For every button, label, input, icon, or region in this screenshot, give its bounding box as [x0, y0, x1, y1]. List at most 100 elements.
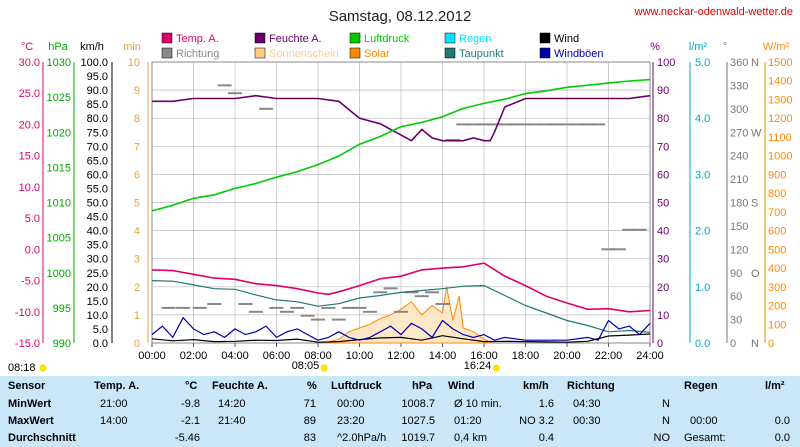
series-direction-point: [269, 306, 284, 309]
series-direction-point: [611, 248, 626, 251]
stats-row-min: MinWert 21:00 -9.8 14:20 71 00:00 1008.7…: [0, 396, 800, 412]
y-tick-compass: W: [751, 127, 762, 139]
series-wind: [151, 333, 651, 343]
axis-unit-solar: W/m²: [763, 41, 790, 53]
sunrise-time: 08:18: [8, 362, 36, 374]
y-tick-solar: 1500: [768, 57, 792, 69]
y-tick-pressure: 1010: [47, 198, 71, 210]
series-direction-point: [192, 306, 207, 309]
x-tick-label: 08:00: [304, 350, 332, 362]
stats-header-dir: Richtung: [567, 380, 615, 392]
x-tick-label: 22:00: [595, 350, 623, 362]
y-tick-wind: 55.0: [87, 183, 108, 195]
y-tick-solar: 500: [768, 244, 786, 256]
series-direction-point: [497, 123, 512, 126]
legend-swatch-wind: [539, 32, 551, 44]
series-direction-point: [632, 228, 647, 231]
series-layer: [151, 78, 651, 344]
y-tick-rain: 2.0: [695, 226, 710, 238]
stats-press-time: 23:20: [337, 415, 365, 427]
sunset-icon: [492, 364, 500, 372]
legend-label-gust: Windböen: [554, 48, 604, 60]
legend-swatch-dewpoint: [444, 47, 456, 59]
y-tick-wind: 15.0: [87, 296, 108, 308]
series-direction-point: [207, 303, 222, 305]
legend-label-temp: Temp. A.: [176, 33, 219, 45]
y-tick-humidity: 40: [657, 226, 669, 238]
y-axes: 30.025.020.015.010.05.00.0-5.0-10.0-15.0…: [15, 57, 793, 350]
y-tick-wind: 75.0: [87, 127, 108, 139]
series-direction-point: [414, 295, 429, 298]
sunset-time: 16:24: [464, 360, 492, 372]
legend-label-direction: Richtung: [176, 48, 219, 60]
y-tick-wind: 65.0: [87, 155, 108, 167]
series-direction-point: [394, 310, 408, 313]
y-tick-sunshine: 7: [134, 141, 140, 153]
series-direction-point: [425, 291, 440, 294]
y-tick-solar: 1400: [768, 76, 792, 88]
legend-swatch-rain: [444, 32, 456, 44]
y-tick-sunshine: 2: [134, 282, 140, 294]
sunrise-icon: [39, 364, 47, 372]
axis-unit-labels: °C hPa km/h min% l/m² ° W/m²: [21, 41, 790, 53]
stats-temp-time: 14:00: [100, 415, 128, 427]
stats-wind-time: 0,4 km: [454, 432, 488, 444]
y-tick-sunshine: 5: [134, 198, 140, 210]
legend-swatch-humidity: [254, 32, 266, 44]
stats-press-val: 1008.7: [401, 398, 435, 410]
series-direction-point: [591, 123, 606, 126]
y-tick-temp: -5.0: [21, 276, 40, 288]
axis-unit-humidity: %: [650, 41, 660, 53]
y-tick-sunshine: 4: [134, 226, 140, 238]
y-tick-temp: 25.0: [19, 88, 40, 100]
stats-row-label: Durchschnitt: [8, 432, 76, 444]
stats-rain-val: 0.0: [774, 432, 790, 444]
y-tick-temp: -15.0: [15, 338, 40, 350]
stats-wind-val: 0.4: [538, 432, 554, 444]
y-tick-wind: 25.0: [87, 268, 108, 280]
y-tick-rain: 4.0: [695, 113, 710, 125]
stats-temp-val: -2.1: [181, 415, 200, 427]
series-direction-point: [487, 123, 502, 126]
y-tick-solar: 800: [768, 188, 786, 200]
y-tick-humidity: 50: [657, 198, 669, 210]
x-tick-label: 12:00: [387, 350, 415, 362]
stats-rain-time: 00:00: [690, 415, 718, 427]
y-tick-solar: 300: [768, 282, 786, 294]
y-tick-humidity: 80: [657, 113, 669, 125]
series-direction-point: [539, 123, 554, 126]
y-tick-sunshine: 6: [134, 169, 140, 181]
stats-wind-val: NO 3.2: [519, 415, 554, 427]
y-tick-rain: 1.0: [695, 282, 710, 294]
site-url: www.neckar-odenwald-wetter.de: [634, 6, 793, 18]
y-tick-humidity: 10: [657, 310, 669, 322]
x-axis: 00:00 02:00 04:00 06:00 08:00 10:00 12:00 14:00…: [138, 343, 664, 362]
y-tick-wind: 70.0: [87, 141, 108, 153]
x-tick-label: 06:00: [263, 350, 291, 362]
y-tick-wind: 5.0: [93, 324, 108, 336]
y-tick-wind: 50.0: [87, 198, 108, 210]
legend-swatch-sunshine: [254, 47, 266, 59]
y-tick-direction: 240: [730, 151, 748, 163]
y-tick-solar: 1200: [768, 113, 792, 125]
y-tick-pressure: 1030: [47, 57, 71, 69]
stats-press-val: 1027.5: [401, 415, 435, 427]
stats-header-press: Luftdruck: [331, 380, 382, 392]
y-tick-pressure: 1005: [47, 233, 71, 245]
x-tick-label: 02:00: [180, 350, 208, 362]
y-tick-rain: 0.0: [695, 338, 710, 350]
y-tick-wind: 0.0: [93, 338, 108, 350]
legend-label-rain: Regen: [459, 33, 491, 45]
y-tick-humidity: 20: [657, 282, 669, 294]
y-tick-humidity: 30: [657, 254, 669, 266]
y-tick-humidity: 60: [657, 169, 669, 181]
series-direction-point: [290, 306, 305, 309]
stats-header-temp: Temp. A.: [94, 380, 140, 392]
stats-hum-val: 89: [303, 415, 316, 427]
y-tick-direction: 60: [730, 291, 742, 303]
y-tick-wind: 80.0: [87, 113, 108, 125]
series-direction-point: [435, 303, 450, 305]
y-tick-pressure: 990: [53, 338, 71, 350]
y-tick-temp: 15.0: [19, 151, 40, 163]
y-tick-wind: 20.0: [87, 282, 108, 294]
